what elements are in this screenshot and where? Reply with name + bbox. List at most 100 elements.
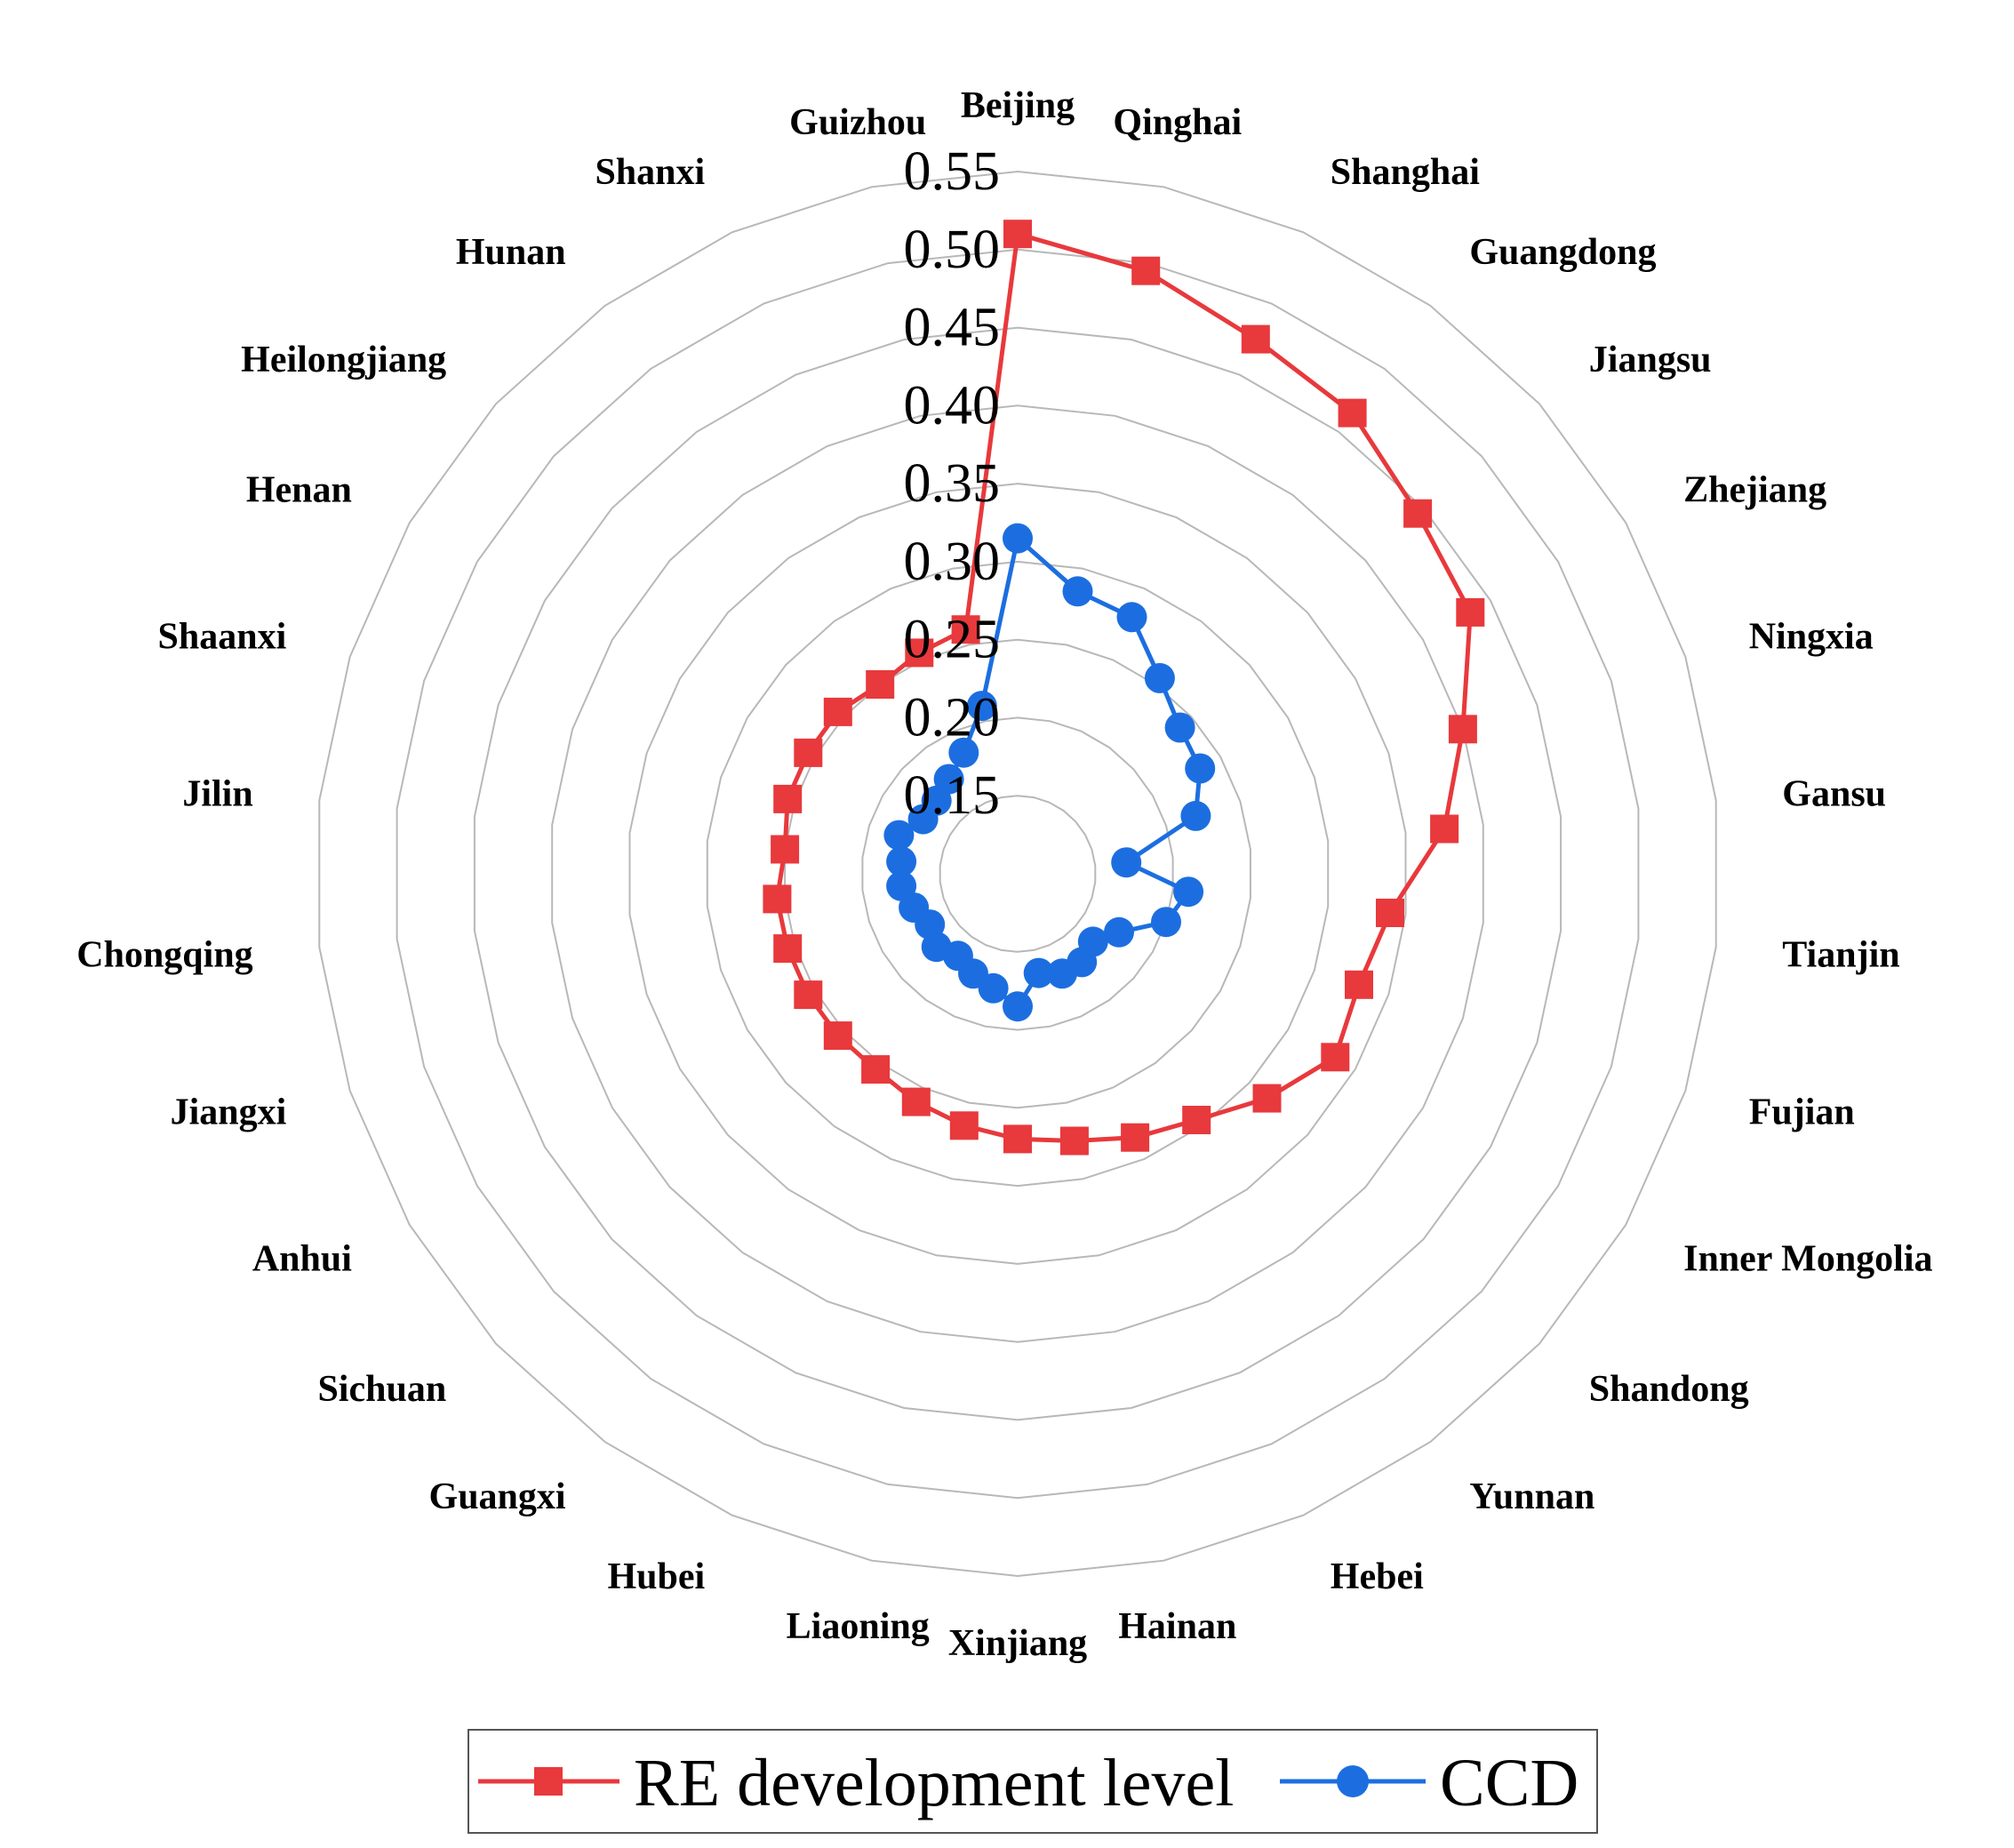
category-label-guizhou: Guizhou [789,102,926,143]
point-re-anhui [794,980,823,1010]
point-re-shandong [1252,1084,1282,1113]
legend-ccd-marker [1337,1765,1369,1797]
point-re-shanghai [1241,324,1270,354]
point-ccd-inner-mongolia [1104,916,1134,948]
point-re-qinghai [1131,256,1161,285]
series-0 [763,220,1485,1156]
point-re-zhejiang [1456,597,1485,627]
grid-ring-7 [396,248,1640,1500]
point-re-jiangsu [1403,499,1433,528]
point-re-hunan [866,670,895,699]
point-re-guizhou [951,615,980,644]
category-label-henan: Henan [246,470,352,511]
legend-ccd-label: CCD [1440,1746,1578,1820]
grid-ring-1 [861,716,1174,1031]
point-ccd-guizhou [966,691,997,722]
category-label-shanxi: Shanxi [595,152,705,193]
point-ccd-beijing [1003,523,1033,554]
category-labels: Beijing Qinghai Shanghai Guangdong Jiangsu Zh… [76,85,1932,1664]
grid-ring-6 [473,326,1562,1421]
point-re-liaoning [949,1111,979,1140]
point-re-jiangxi [773,934,803,964]
category-label-hubei: Hubei [607,1556,705,1597]
category-label-xinjiang: Xinjiang [948,1623,1087,1664]
category-label-fujian: Fujian [1749,1092,1855,1132]
point-ccd-guangdong [1144,662,1175,693]
point-ccd-hebei [1047,958,1077,989]
category-label-anhui: Anhui [252,1239,352,1280]
point-ccd-hainan [1023,957,1054,988]
category-label-hebei: Hebei [1331,1556,1424,1597]
category-label-hunan: Hunan [456,232,566,273]
category-label-beijing: Beijing [961,85,1075,126]
legend: RE development level CCD [468,1729,1598,1834]
point-ccd-qinghai [1062,576,1093,607]
category-label-tianjin: Tianjin [1782,934,1899,975]
point-re-hubei [901,1087,931,1116]
category-label-qinghai: Qinghai [1113,102,1242,143]
category-label-shanghai: Shanghai [1331,152,1480,193]
point-ccd-tianjin [1173,876,1204,908]
grid-rings [318,170,1717,1578]
category-label-jiangsu: Jiangsu [1589,340,1712,380]
grid-ring-2 [784,638,1251,1109]
grid-ring-8 [318,170,1717,1578]
point-re-hainan [1059,1126,1089,1156]
series-1 [883,523,1216,1022]
tick-label-0: 0.15 [904,765,1001,826]
point-ccd-shanxi [948,737,979,768]
point-re-guangdong [1338,398,1367,428]
point-re-xinjiang [1003,1124,1032,1154]
point-re-shaanxi [773,784,803,813]
category-label-zhejiang: Zhejiang [1683,470,1826,511]
category-label-liaoning: Liaoning [787,1606,930,1647]
point-ccd-jilin [886,846,917,877]
category-label-ningxia: Ningxia [1749,617,1874,658]
point-ccd-shanghai [1116,602,1147,633]
point-ccd-shaanxi [883,820,915,851]
category-label-inner-mongolia: Inner Mongolia [1683,1239,1932,1280]
point-re-fujian [1345,970,1373,999]
point-ccd-zhejiang [1185,753,1216,784]
tick-label-3: 0.30 [904,532,1001,592]
point-re-tianjin [1376,899,1404,927]
category-label-shandong: Shandong [1589,1369,1749,1410]
grid-ring-3 [706,560,1330,1188]
tick-label-7: 0.50 [904,220,1001,280]
tick-label-1: 0.20 [904,687,1001,748]
grid-ring-5 [551,404,1484,1343]
tick-label-2: 0.25 [904,610,1001,670]
category-label-guangdong: Guangdong [1469,232,1656,273]
series-layer [763,220,1485,1156]
legend-item-re: RE development level [478,1746,1234,1820]
legend-re-label: RE development level [634,1746,1234,1820]
category-label-heilongjiang: Heilongjiang [241,340,446,380]
point-re-chongqing [763,884,792,914]
category-label-guangxi: Guangxi [429,1476,566,1517]
point-ccd-ningxia [1180,800,1211,831]
category-label-hainan: Hainan [1118,1606,1236,1647]
point-re-hebei [1121,1123,1150,1152]
point-ccd-fujian [1151,907,1181,938]
point-re-heilongjiang [823,697,852,726]
category-label-gansu: Gansu [1782,774,1886,815]
point-ccd-gansu [1111,847,1142,878]
point-re-guangxi [861,1055,891,1084]
legend-item-ccd: CCD [1280,1746,1578,1820]
point-ccd-xinjiang [1003,991,1033,1022]
point-re-shanxi [905,638,934,668]
category-label-chongqing: Chongqing [76,934,252,975]
point-re-yunnan [1182,1106,1211,1134]
point-re-ningxia [1448,715,1477,744]
category-label-shaanxi: Shaanxi [158,617,287,658]
category-label-sichuan: Sichuan [317,1369,446,1410]
tick-label-5: 0.40 [904,375,1001,436]
category-label-yunnan: Yunnan [1469,1476,1594,1517]
grid-ring-0 [939,795,1097,953]
point-re-beijing [1003,220,1032,249]
point-ccd-jiangsu [1164,712,1195,743]
tick-label-8: 0.55 [904,141,1001,202]
point-re-sichuan [823,1021,852,1051]
point-re-henan [794,738,823,767]
